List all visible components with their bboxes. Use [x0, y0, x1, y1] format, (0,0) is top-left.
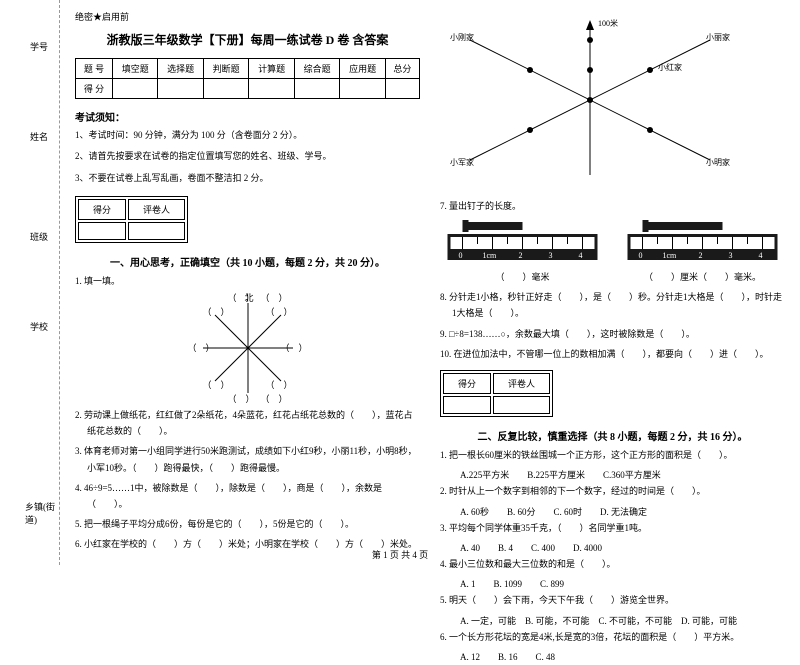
- label-school: 学校: [30, 320, 48, 333]
- th-calc: 计算题: [249, 59, 294, 79]
- ruler-right: 0 1cm 2 3 4 （ ）厘米（ ）毫米。: [620, 220, 785, 283]
- q2: 2. 劳动课上做纸花，红红做了2朵纸花，4朵蓝花，红花占纸花总数的（ ），蓝花占…: [75, 407, 420, 439]
- svg-text:0: 0: [639, 251, 643, 260]
- notice-title: 考试须知：: [75, 109, 420, 124]
- notice-3: 3、不要在试卷上乱写乱画，卷面不整洁扣 2 分。: [75, 171, 420, 186]
- s2q1: 1. 把一根长60厘米的铁丝围城一个正方形，这个正方形的面积是（ ）。: [440, 447, 785, 463]
- s2q3: 3. 平均每个同学体重35千克，（ ）名同学重1吨。: [440, 520, 785, 536]
- sb2-score: 得分: [443, 373, 491, 394]
- th-fill: 填空题: [112, 59, 157, 79]
- th-app: 应用题: [340, 59, 385, 79]
- score-header-row: 题 号 填空题 选择题 判断题 计算题 综合题 应用题 总分: [76, 59, 420, 79]
- q9: 9. □÷8=138……○，余数最大填（ ），这时被除数是（ ）。: [440, 326, 785, 342]
- ruler-row: 0 1cm 2 3 4 （ ）毫米: [440, 220, 785, 283]
- label-town: 乡镇(街道): [25, 500, 59, 526]
- notice-1: 1、考试时间：90 分钟，满分为 100 分（含卷面分 2 分）。: [75, 128, 420, 143]
- star-se: 小明家: [706, 157, 730, 168]
- q3: 3. 体育老师对第一小组同学进行50米跑测试，成绩如下小红9秒，小丽11秒，小明…: [75, 443, 420, 475]
- svg-text:4: 4: [759, 251, 763, 260]
- svg-text:1cm: 1cm: [483, 251, 498, 260]
- exam-title: 浙教版三年级数学【下册】每周一练试卷 D 卷 含答案: [75, 31, 420, 48]
- q10: 10. 在进位加法中，不管哪一位上的数相加满（ ），都要向（ ）进（ ）。: [440, 346, 785, 362]
- s2q1-opts: A.225平方米 B.225平方厘米 C.360平方厘米: [440, 467, 785, 483]
- label-name: 姓名: [30, 130, 48, 143]
- secret-mark: 绝密★启用前: [75, 10, 420, 23]
- ruler-left: 0 1cm 2 3 4 （ ）毫米: [440, 220, 605, 283]
- th-total: 总分: [385, 59, 419, 79]
- label-class: 班级: [30, 230, 48, 243]
- notice-2: 2、请首先按要求在试卷的指定位置填写您的姓名、班级、学号。: [75, 149, 420, 164]
- content-area: 绝密★启用前 浙教版三年级数学【下册】每周一练试卷 D 卷 含答案 题 号 填空…: [60, 0, 800, 565]
- svg-text:2: 2: [519, 251, 523, 260]
- s2q2-opts: A. 60秒 B. 60分 C. 60时 D. 无法确定: [440, 504, 785, 520]
- section2-head: 二、反复比较，慎重选择（共 8 小题，每题 2 分，共 16 分）。: [440, 428, 785, 443]
- binding-margin: 学号 姓名 班级 学校 乡镇(街道): [0, 0, 60, 565]
- compass-diagram: （ ） 北 （ ） （ ） （ ） （ ） （ ） （ ） （ ） （ ） （ …: [193, 293, 303, 403]
- star-w: 小刚家: [450, 32, 474, 43]
- ruler-ans-left: （ ）毫米: [440, 270, 605, 283]
- th-comp: 综合题: [294, 59, 339, 79]
- score-value-row: 得 分: [76, 79, 420, 99]
- left-column: 绝密★启用前 浙教版三年级数学【下册】每周一练试卷 D 卷 含答案 题 号 填空…: [75, 10, 420, 555]
- section2-score-box: 得分评卷人: [440, 370, 553, 417]
- sb-marker: 评卷人: [128, 199, 185, 220]
- sb-score: 得分: [78, 199, 126, 220]
- q5: 5. 把一根绳子平均分成6份，每份是它的（ ），5份是它的（ ）。: [75, 516, 420, 532]
- compass-north: 北: [245, 291, 254, 304]
- star-ne: 小丽家: [706, 32, 730, 43]
- q1: 1. 填一填。: [75, 273, 420, 289]
- page-footer: 第 1 页 共 4 页: [0, 548, 800, 561]
- score-table: 题 号 填空题 选择题 判断题 计算题 综合题 应用题 总分 得 分: [75, 58, 420, 99]
- svg-text:1cm: 1cm: [663, 251, 678, 260]
- star-sw: 小军家: [450, 157, 474, 168]
- td-label: 得 分: [76, 79, 113, 99]
- th-choice: 选择题: [158, 59, 203, 79]
- q8: 8. 分针走1小格，秒针正好走（ ），是（ ）秒。分针走1大格是（ ），时针走1…: [440, 289, 785, 321]
- s2q5: 5. 明天（ ）会下雨，今天下午我（ ）游览全世界。: [440, 592, 785, 608]
- q7: 7. 量出钉子的长度。: [440, 198, 785, 214]
- right-column: 100米 小丽家 小刚家 小明家 小军家 小红家 7. 量出钉子的长度。: [440, 10, 785, 555]
- s2q4-opts: A. 1 B. 1099 C. 899: [440, 576, 785, 592]
- svg-text:3: 3: [729, 251, 733, 260]
- s2q5-opts: A. 一定，可能 B. 可能，不可能 C. 不可能，不可能 D. 可能，可能: [440, 613, 785, 629]
- th-num: 题 号: [76, 59, 113, 79]
- q4: 4. 46÷9=5……1中，被除数是（ ），除数是（ ），商是（ ），余数是（ …: [75, 480, 420, 512]
- s2q6: 6. 一个长方形花坛的宽是4米,长是宽的3倍，花坛的面积是（ ）平方米。: [440, 629, 785, 645]
- exam-page: 学号 姓名 班级 学校 乡镇(街道) 绝密★启用前 浙教版三年级数学【下册】每周…: [0, 0, 800, 565]
- star-top: 100米: [598, 18, 618, 29]
- svg-text:2: 2: [699, 251, 703, 260]
- section-score-box: 得分评卷人: [75, 196, 188, 243]
- svg-text:3: 3: [549, 251, 553, 260]
- s2q6-opts: A. 12 B. 16 C. 48: [440, 649, 785, 665]
- svg-text:0: 0: [459, 251, 463, 260]
- svg-text:4: 4: [579, 251, 583, 260]
- star-e: 小红家: [658, 62, 682, 73]
- star-diagram: 100米 小丽家 小刚家 小明家 小军家 小红家: [440, 10, 740, 190]
- ruler-ans-right: （ ）厘米（ ）毫米。: [620, 270, 785, 283]
- sb2-marker: 评卷人: [493, 373, 550, 394]
- th-judge: 判断题: [203, 59, 248, 79]
- s2q2: 2. 时针从上一个数字到相邻的下一个数字，经过的时间是（ ）。: [440, 483, 785, 499]
- label-student-id: 学号: [30, 40, 48, 53]
- section1-head: 一、用心思考，正确填空（共 10 小题，每题 2 分，共 20 分）。: [75, 254, 420, 269]
